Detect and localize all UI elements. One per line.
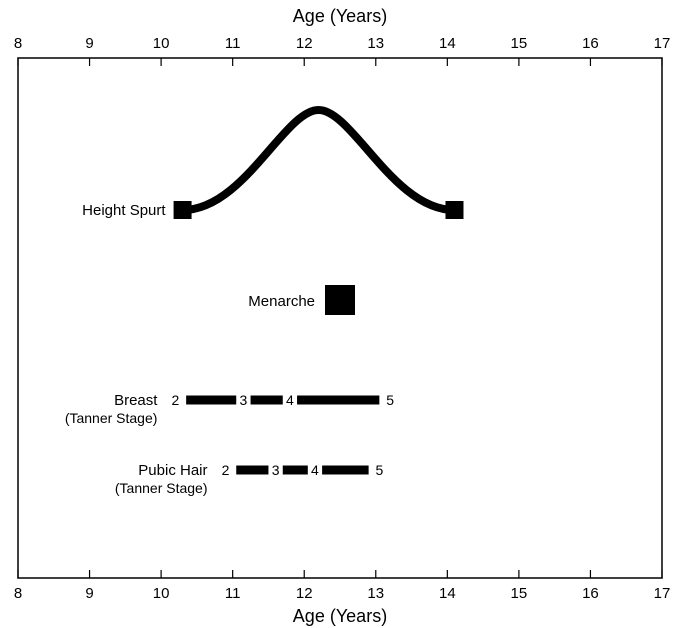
pubic-stage-num: 5 (375, 462, 383, 478)
breast-stage-num: 3 (240, 392, 248, 408)
pubic-stage-num: 4 (311, 462, 319, 478)
tick-label-bottom: 14 (439, 585, 456, 602)
height-spurt-label: Height Spurt (82, 202, 166, 219)
tick-label-bottom: 15 (511, 585, 528, 602)
tick-label-top: 17 (654, 35, 671, 52)
breast-bar (186, 396, 236, 405)
tick-label-top: 12 (296, 35, 313, 52)
tanner-chart-container: Age (Years) Age (Years) 8 8 9 9 10 10 11 11 12 12 13… (0, 0, 680, 628)
breast-stage-num: 2 (172, 392, 180, 408)
tick-label-top: 10 (153, 35, 170, 52)
pubic-bar (236, 466, 268, 475)
breast-bar (297, 396, 379, 405)
breast-sublabel: (Tanner Stage) (65, 410, 158, 426)
menarche-marker (325, 285, 355, 315)
tick-label-top: 9 (85, 35, 93, 52)
breast-stage-num: 4 (286, 392, 294, 408)
tick-label-bottom: 17 (654, 585, 671, 602)
breast-stage-num: 5 (386, 392, 394, 408)
tick-label-bottom: 10 (153, 585, 170, 602)
pubic-stage-num: 3 (272, 462, 280, 478)
tick-label-top: 13 (367, 35, 384, 52)
axis-title-bottom: Age (Years) (293, 606, 387, 626)
tick-label-bottom: 12 (296, 585, 313, 602)
pubic-stage-num: 2 (222, 462, 230, 478)
tick-label-bottom: 16 (582, 585, 599, 602)
pubic-bar (283, 466, 308, 475)
tick-label-bottom: 13 (367, 585, 384, 602)
tick-label-top: 11 (225, 35, 241, 52)
tick-label-bottom: 9 (85, 585, 93, 602)
tick-label-top: 15 (511, 35, 528, 52)
pubic-sublabel: (Tanner Stage) (115, 480, 208, 496)
height-spurt-start-marker (174, 201, 192, 219)
tick-label-top: 16 (582, 35, 599, 52)
pubic-label: Pubic Hair (138, 462, 207, 479)
breast-bar (251, 396, 283, 405)
pubic-bar (322, 466, 369, 475)
tick-label-bottom: 11 (225, 585, 241, 602)
axis-title-top: Age (Years) (293, 6, 387, 26)
tanner-chart-svg: Age (Years) Age (Years) 8 8 9 9 10 10 11 11 12 12 13… (0, 0, 680, 628)
breast-label: Breast (114, 392, 158, 409)
tick-label-bottom: 8 (14, 585, 22, 602)
menarche-label: Menarche (248, 293, 315, 310)
tick-label-top: 14 (439, 35, 456, 52)
tick-label-top: 8 (14, 35, 22, 52)
height-spurt-end-marker (445, 201, 463, 219)
